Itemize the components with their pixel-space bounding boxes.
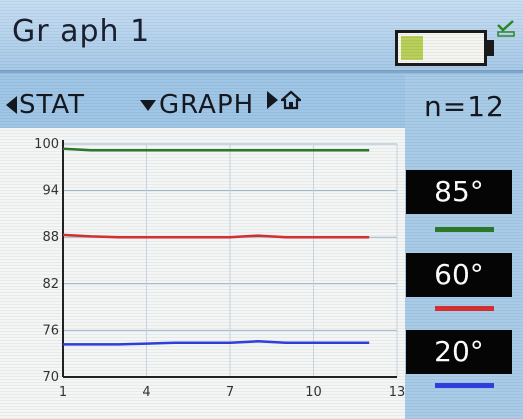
y-tick-label: 100 — [34, 137, 59, 152]
nav-stat-label: STAT — [19, 90, 86, 120]
x-tick-label: 4 — [142, 385, 150, 400]
legend-swatch — [435, 383, 494, 388]
nav-graph-label: GRAPH — [159, 90, 255, 120]
graph-nav-bar: STAT GRAPH — [0, 84, 408, 128]
down-arrow-icon — [140, 99, 156, 111]
graph-plot-area: 100 94 88 82 76 70 1 4 7 10 13 — [0, 128, 405, 419]
page-title: Gr aph 1 — [12, 14, 151, 49]
legend-swatch — [435, 227, 494, 232]
x-tick-label: 1 — [59, 385, 67, 400]
nav-home-button[interactable] — [267, 90, 301, 110]
y-tick-label: 70 — [42, 370, 59, 385]
x-tick-label: 13 — [389, 385, 405, 400]
series-line — [62, 147, 370, 152]
battery-terminal — [487, 40, 494, 56]
series-line — [62, 233, 370, 239]
x-tick-label: 10 — [305, 385, 322, 400]
nav-stat-button[interactable]: STAT — [6, 90, 85, 120]
series-line — [63, 340, 370, 346]
y-tick-label: 94 — [42, 184, 59, 199]
y-tick-label: 88 — [42, 230, 59, 245]
x-tick-label: 7 — [226, 385, 234, 400]
sample-count: n=12 — [424, 90, 505, 123]
legend-label: 60° — [406, 253, 512, 297]
checkmark-envelope-icon — [497, 20, 515, 37]
home-icon — [281, 90, 301, 110]
battery-icon — [395, 30, 487, 66]
y-tick-label: 82 — [42, 277, 59, 292]
y-tick-label: 76 — [42, 323, 59, 338]
right-arrow-icon — [267, 91, 278, 109]
battery-level-fill — [401, 36, 424, 60]
left-arrow-icon — [6, 96, 17, 114]
legend-label: 85° — [406, 170, 512, 214]
legend-swatch — [435, 306, 494, 311]
nav-graph-button[interactable]: GRAPH — [140, 90, 254, 120]
legend-label: 20° — [406, 330, 512, 374]
line-chart: 100 94 88 82 76 701 4 7 10 13 — [34, 137, 405, 400]
